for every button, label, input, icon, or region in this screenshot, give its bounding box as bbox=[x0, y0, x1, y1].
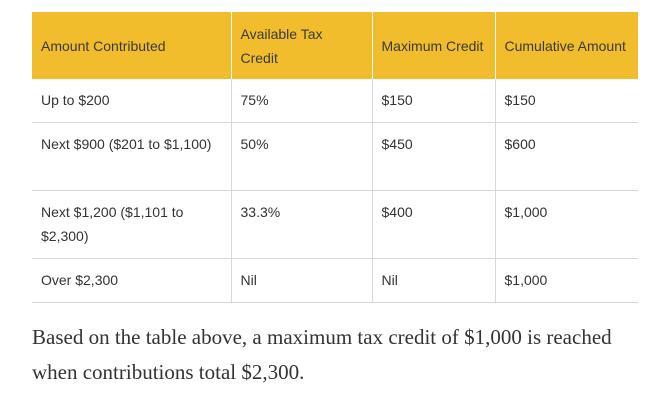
cell-available-tax-credit: 75% bbox=[230, 79, 372, 123]
cell-available-tax-credit: 33.3% bbox=[230, 190, 372, 259]
cell-maximum-credit: $150 bbox=[371, 79, 495, 123]
cell-available-tax-credit: Nil bbox=[230, 258, 372, 303]
tax-credit-table: Amount Contributed Available Tax Credit … bbox=[32, 12, 638, 303]
cell-amount-contributed: Next $900 ($201 to $1,100) bbox=[32, 122, 231, 191]
cell-amount-contributed: Over $2,300 bbox=[32, 258, 231, 303]
table-header: Amount Contributed Available Tax Credit … bbox=[32, 12, 638, 79]
cell-cumulative-amount: $150 bbox=[494, 79, 638, 123]
header-row: Amount Contributed Available Tax Credit … bbox=[32, 12, 638, 79]
cell-amount-contributed: Up to $200 bbox=[32, 79, 231, 123]
tax-credit-table-container: Amount Contributed Available Tax Credit … bbox=[32, 12, 638, 303]
cell-cumulative-amount: $1,000 bbox=[494, 258, 638, 303]
header-cumulative-amount: Cumulative Amount bbox=[494, 12, 638, 79]
cell-cumulative-amount: $600 bbox=[494, 122, 638, 191]
header-maximum-credit: Maximum Credit bbox=[371, 12, 495, 79]
table-row: Over $2,300 Nil Nil $1,000 bbox=[32, 258, 638, 303]
cell-available-tax-credit: 50% bbox=[230, 122, 372, 191]
header-available-tax-credit: Available Tax Credit bbox=[230, 12, 372, 79]
summary-paragraph: Based on the table above, a maximum tax … bbox=[32, 325, 612, 384]
cell-maximum-credit: $400 bbox=[371, 190, 495, 259]
table-row: Up to $200 75% $150 $150 bbox=[32, 79, 638, 123]
cell-maximum-credit: Nil bbox=[371, 258, 495, 303]
table-body: Up to $200 75% $150 $150 Next $900 ($201… bbox=[32, 79, 638, 303]
table-row: Next $1,200 ($1,101 to $2,300) 33.3% $40… bbox=[32, 190, 638, 259]
cell-amount-contributed: Next $1,200 ($1,101 to $2,300) bbox=[32, 190, 231, 259]
cell-cumulative-amount: $1,000 bbox=[494, 190, 638, 259]
table-row: Next $900 ($201 to $1,100) 50% $450 $600 bbox=[32, 122, 638, 191]
header-amount-contributed: Amount Contributed bbox=[32, 12, 231, 79]
cell-maximum-credit: $450 bbox=[371, 122, 495, 191]
